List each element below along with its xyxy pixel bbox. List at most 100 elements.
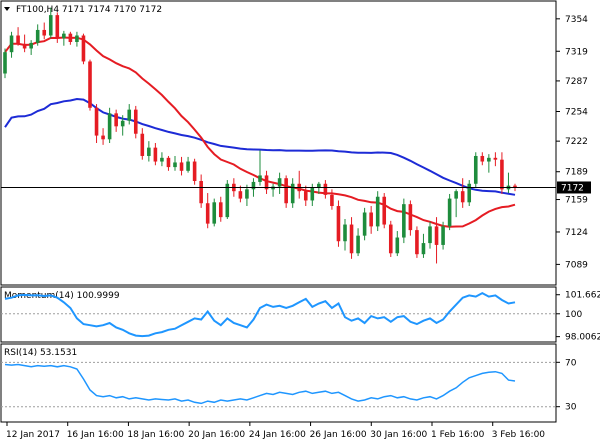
price-panel-title: FT100,H4 7171 7174 7170 7172: [16, 5, 162, 15]
candle-body: [133, 109, 138, 134]
candle-body: [447, 198, 452, 227]
candle-body: [408, 204, 413, 231]
candle-body: [81, 35, 86, 62]
collapse-triangle-icon[interactable]: [4, 7, 10, 11]
time-axis-label: 24 Jan 16:00: [249, 430, 306, 440]
time-axis: 12 Jan 2017 16 Jan 16:00 18 Jan 16:00 20 Ja…: [6, 422, 545, 440]
candle-body: [317, 183, 321, 188]
candle-body: [251, 181, 256, 190]
price-axis: 7354 7319 7287 7254 7222 7189 7159 7124 7089: [556, 15, 588, 270]
candle-body: [382, 196, 387, 225]
candle-body: [205, 203, 210, 224]
price-axis-label: 7354: [565, 15, 588, 25]
time-axis-label: 16 Jan 16:00: [67, 430, 124, 440]
candle-body: [192, 161, 197, 181]
candle-body: [42, 29, 47, 36]
candle-body: [460, 191, 465, 203]
candle-body: [441, 226, 445, 245]
momentum-panel-title: Momentum(14) 100.9999: [4, 291, 120, 301]
time-axis-label: 26 Jan 16:00: [310, 430, 367, 440]
candle-body: [88, 61, 92, 108]
candle-body: [62, 33, 66, 39]
rsi-axis: 70 30: [1, 358, 577, 413]
candle-body: [114, 113, 118, 127]
rsi-panel[interactable]: RSI(14) 53.1531 70 30: [0, 343, 577, 423]
candle-body: [225, 183, 230, 218]
candle-body: [147, 147, 151, 156]
candle-body: [310, 187, 315, 201]
momentum-axis: 101.6625 100 98.0062: [1, 291, 600, 343]
time-axis-label: 1 Feb 16:00: [431, 430, 485, 440]
price-axis-label: 7287: [565, 77, 588, 87]
candle-body: [349, 224, 354, 254]
candle-body: [493, 157, 498, 160]
candle-body: [166, 157, 171, 168]
candle-body: [107, 113, 112, 140]
candle-body: [212, 202, 217, 224]
candle-body: [75, 35, 79, 42]
candle-body: [428, 226, 432, 244]
momentum-axis-label: 98.0062: [565, 333, 600, 343]
rsi-line: [4, 363, 516, 405]
time-axis-label: 20 Jan 16:00: [188, 430, 245, 440]
candle-body: [258, 175, 262, 182]
price-axis-label: 7159: [565, 196, 588, 206]
candle-body: [264, 175, 269, 190]
candlestick-series: [3, 7, 517, 264]
candle-body: [101, 135, 105, 140]
rsi-axis-label: 70: [565, 358, 577, 368]
candle-body: [402, 204, 406, 238]
rsi-line-path: [4, 363, 516, 405]
price-panel[interactable]: FT100,H4 7171 7174 7170 7172 7354 7319 728…: [0, 0, 591, 286]
momentum-panel-frame: [0, 286, 557, 343]
candle-body: [3, 52, 7, 74]
candle-body: [356, 235, 360, 254]
candle-body: [140, 133, 145, 156]
price-axis-label: 7222: [565, 137, 588, 147]
candle-body: [480, 155, 485, 162]
candle-body: [238, 191, 243, 199]
candle-body: [421, 243, 426, 255]
momentum-line: [4, 291, 516, 338]
candle-body: [55, 15, 60, 39]
candle-body: [415, 230, 419, 255]
candle-body: [94, 107, 99, 136]
price-axis-label: 7124: [565, 228, 588, 238]
candle-body: [303, 191, 308, 201]
candle-body: [467, 183, 472, 203]
candle-body: [35, 29, 40, 43]
price-axis-label: 7319: [565, 47, 588, 57]
candle-body: [434, 226, 439, 245]
candle-body: [375, 196, 380, 227]
time-axis-label: 12 Jan 2017: [6, 430, 60, 440]
momentum-panel[interactable]: Momentum(14) 100.9999 101.6625 100 98.0062: [0, 286, 600, 343]
price-axis-label: 7089: [565, 260, 588, 270]
momentum-line-path: [4, 291, 516, 338]
last-price-box: [557, 181, 591, 194]
rsi-axis-label: 30: [565, 403, 577, 413]
candle-body: [186, 161, 190, 171]
time-axis-label: 3 Feb 16:00: [492, 430, 546, 440]
candle-body: [218, 202, 223, 218]
candle-body: [199, 180, 203, 204]
price-axis-label: 7189: [565, 168, 588, 178]
candle-body: [323, 183, 328, 195]
candle-body: [9, 35, 14, 53]
time-axis-label: 18 Jan 16:00: [127, 430, 184, 440]
candle-body: [127, 109, 132, 121]
candle-body: [336, 206, 341, 242]
candle-body: [173, 162, 177, 168]
momentum-axis-label: 101.6625: [565, 291, 600, 301]
candle-body: [179, 162, 184, 171]
candle-body: [388, 224, 393, 254]
momentum-axis-label: 100: [565, 310, 582, 320]
candle-body: [395, 237, 400, 254]
price-panel-frame: [0, 0, 557, 286]
candle-body: [284, 178, 288, 204]
candle-body: [454, 191, 458, 199]
candle-body: [343, 224, 347, 242]
candle-body: [22, 43, 27, 49]
